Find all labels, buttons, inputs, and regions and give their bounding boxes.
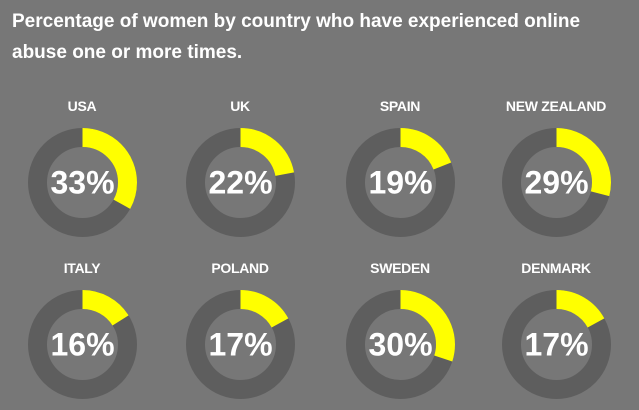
- country-label: NEW ZEALAND: [505, 98, 607, 114]
- donut-value-arc: [501, 127, 611, 237]
- donut-value-arc: [27, 289, 137, 399]
- donut-cell: SWEDEN 30%: [335, 260, 465, 410]
- percent-label: 19%: [368, 164, 432, 200]
- donut-value-arc: [501, 289, 611, 399]
- donut-value-arc: [185, 289, 295, 399]
- donut-chart: 33%: [27, 127, 137, 237]
- percent-label: 16%: [50, 326, 114, 362]
- donut-value-arc: [27, 127, 137, 237]
- donut-chart: 17%: [501, 289, 611, 399]
- country-label: SWEDEN: [370, 260, 430, 276]
- donut-chart: 22%: [185, 127, 295, 237]
- country-label: UK: [230, 98, 250, 114]
- donut-value-arc: [345, 289, 455, 399]
- donut-cell: NEW ZEALAND 29%: [491, 98, 621, 248]
- donut-cell: SPAIN 19%: [335, 98, 465, 248]
- percent-label: 30%: [368, 326, 432, 362]
- donut-chart: 16%: [27, 289, 137, 399]
- percent-label: 17%: [524, 326, 588, 362]
- percent-label: 33%: [50, 164, 114, 200]
- donut-chart: 17%: [185, 289, 295, 399]
- donut-value-arc: [185, 127, 295, 237]
- donut-cell: UK 22%: [175, 98, 305, 248]
- donut-cell: ITALY 16%: [17, 260, 147, 410]
- percent-label: 22%: [208, 164, 272, 200]
- percent-label: 17%: [208, 326, 272, 362]
- donut-value-arc: [345, 127, 455, 237]
- donut-cell: POLAND 17%: [175, 260, 305, 410]
- country-label: ITALY: [63, 260, 101, 276]
- country-label: POLAND: [211, 260, 269, 276]
- donut-chart: 19%: [345, 127, 455, 237]
- country-label: DENMARK: [521, 260, 591, 276]
- donut-cell: DENMARK 17%: [491, 260, 621, 410]
- chart-title: Percentage of women by country who have …: [12, 11, 581, 63]
- donut-chart: 29%: [501, 127, 611, 237]
- donut-cell: USA 33%: [17, 98, 147, 248]
- country-label: SPAIN: [379, 98, 421, 114]
- donut-chart: 30%: [345, 289, 455, 399]
- country-label: USA: [67, 98, 97, 114]
- percent-label: 29%: [524, 164, 588, 200]
